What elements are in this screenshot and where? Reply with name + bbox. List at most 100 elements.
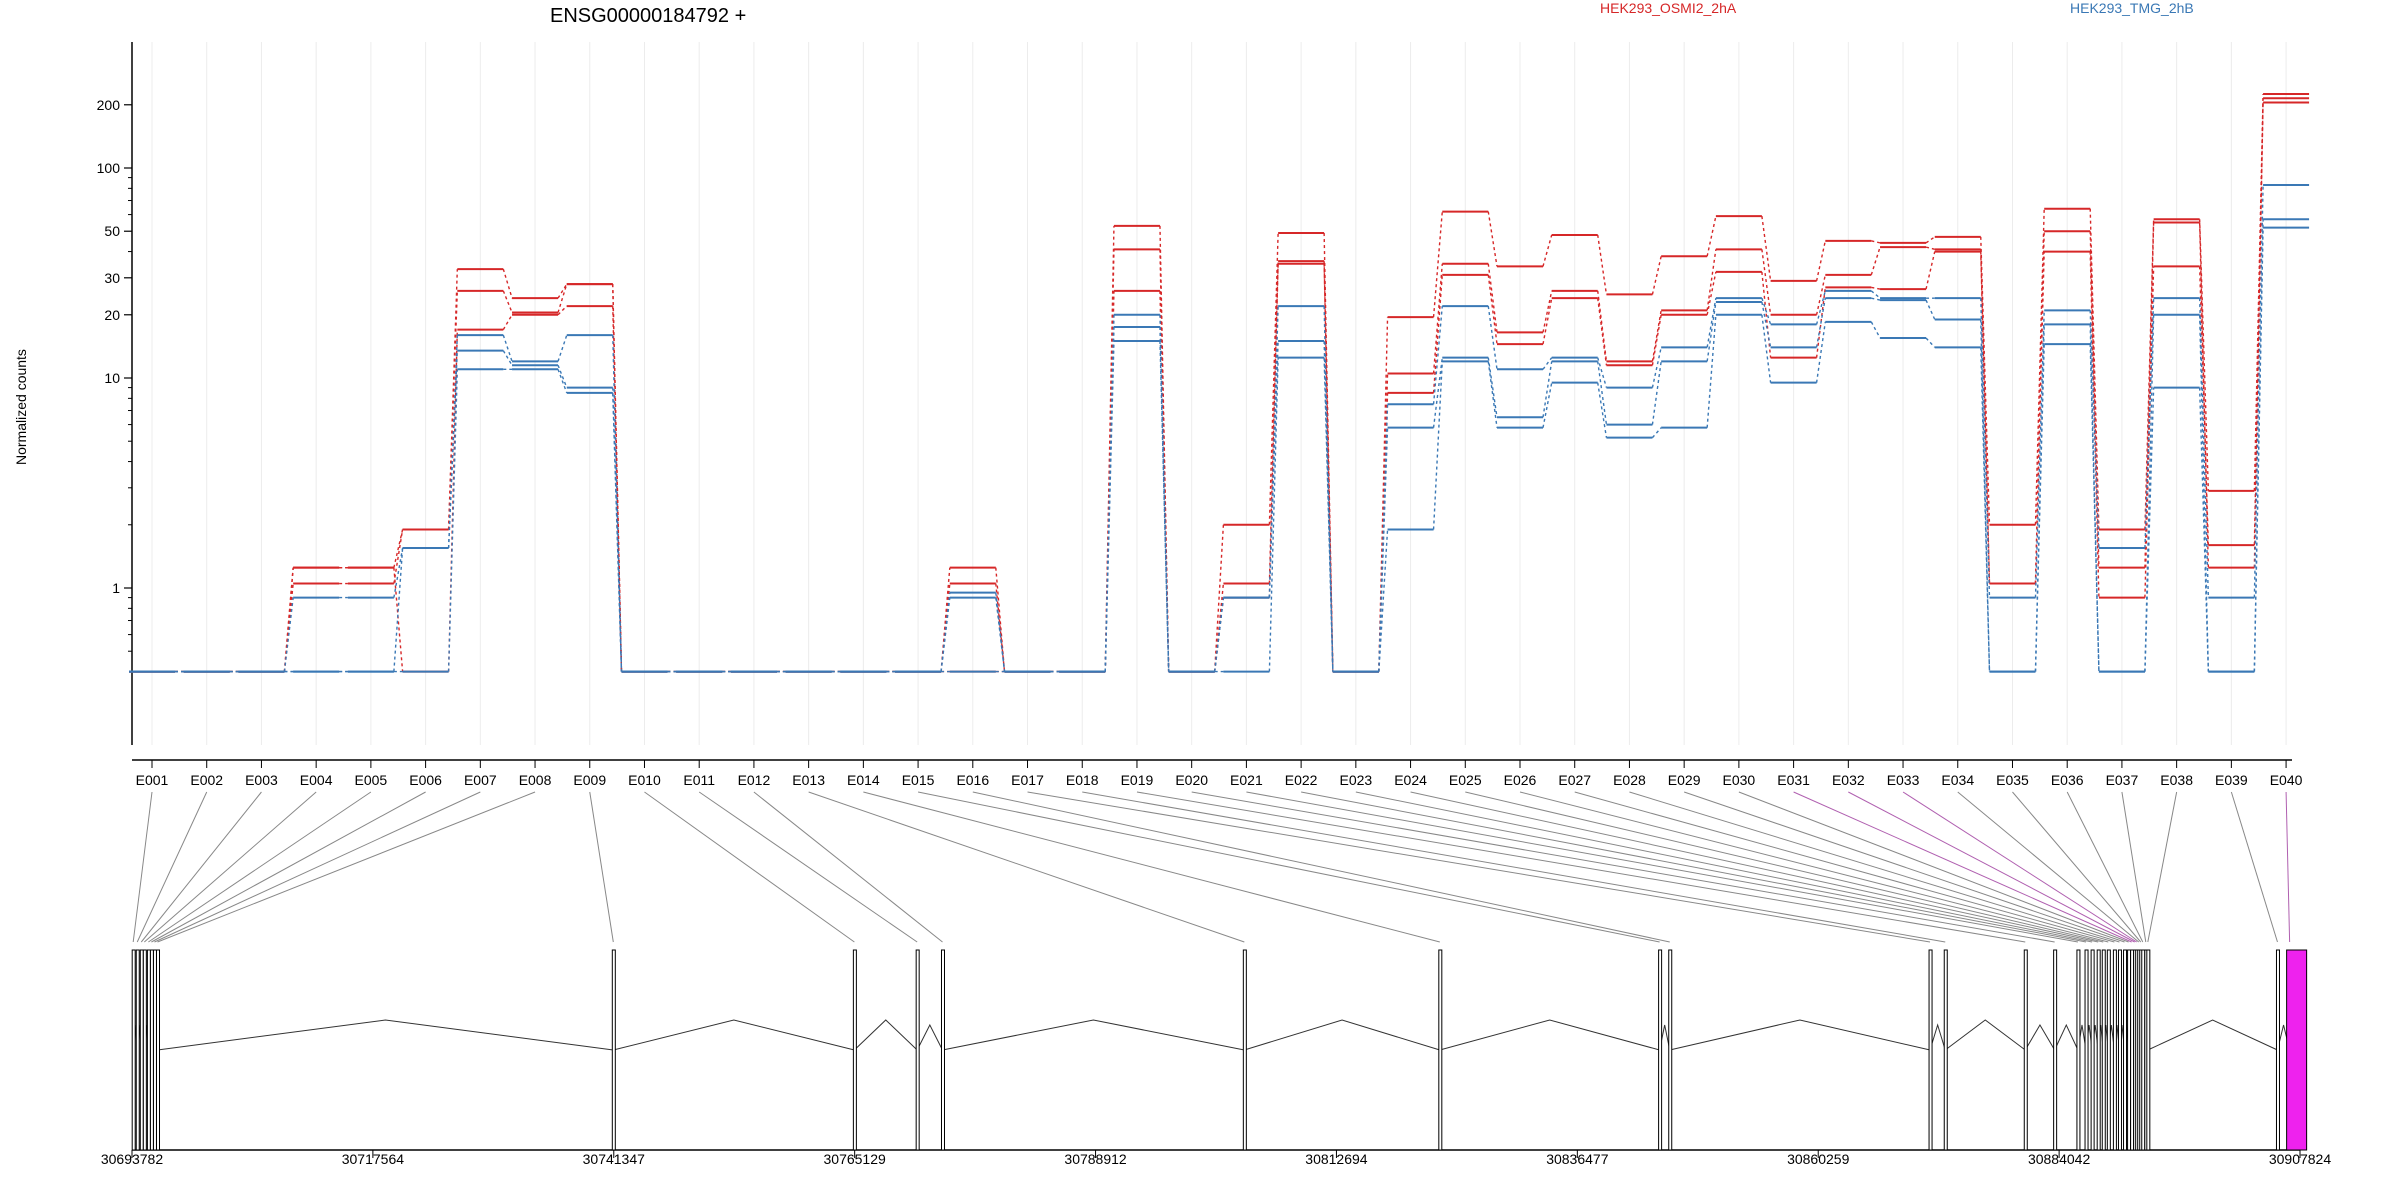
series-connector xyxy=(1323,306,1334,672)
x-tick-label-e040: E040 xyxy=(2270,772,2303,788)
x-tick-label-e012: E012 xyxy=(738,772,771,788)
series-connector xyxy=(1597,361,1608,425)
series-connector xyxy=(1980,319,1991,672)
series-connector xyxy=(1761,249,1772,315)
series-connector xyxy=(1815,321,1827,383)
series-connector xyxy=(1597,290,1608,362)
series-connector xyxy=(1870,290,1881,299)
exon-box-e038 xyxy=(2146,949,2151,1151)
connector-e029 xyxy=(1683,791,2125,943)
series-connector xyxy=(1268,357,1279,672)
connector-e017 xyxy=(1027,791,1931,943)
series-connector xyxy=(393,547,404,672)
series-connector xyxy=(1487,361,1498,428)
x-tick-label-e029: E029 xyxy=(1668,772,1701,788)
series-connector xyxy=(1597,234,1608,295)
series-connector xyxy=(1761,314,1772,383)
series-connector xyxy=(557,364,568,388)
x-tick-label-e008: E008 xyxy=(519,772,552,788)
series-connector xyxy=(502,350,513,366)
series-connector xyxy=(1159,341,1170,672)
intron-chevron xyxy=(2024,1024,2056,1051)
series-connector xyxy=(995,583,1006,672)
series-connector xyxy=(1815,240,1827,282)
x-tick-label-e013: E013 xyxy=(792,772,825,788)
connector-e039 xyxy=(2230,791,2278,943)
connector-e016 xyxy=(972,791,1670,943)
y-tick-label: 1 xyxy=(112,580,120,596)
exon-box-e009 xyxy=(611,949,616,1151)
connector-e004 xyxy=(144,791,317,943)
x-tick-label-e026: E026 xyxy=(1504,772,1537,788)
series-connector xyxy=(1980,298,1991,598)
coordinate-label-5: 30812694 xyxy=(1305,1151,1368,1167)
connector-e027 xyxy=(1574,791,2115,943)
series-connector xyxy=(447,329,459,672)
x-tick-label-e006: E006 xyxy=(409,772,442,788)
intron-chevron xyxy=(916,1023,943,1051)
connector-e036 xyxy=(2066,791,2144,943)
x-tick-label-e016: E016 xyxy=(956,772,989,788)
series-connector xyxy=(1651,256,1662,295)
x-tick-label-e028: E028 xyxy=(1613,772,1646,788)
exon-box-e012 xyxy=(940,949,945,1151)
connector-e026 xyxy=(1519,791,2109,943)
exon-box-e002 xyxy=(135,949,140,1151)
exon-box-e023 xyxy=(2090,949,2095,1151)
connector-e008 xyxy=(157,791,536,943)
series-connector xyxy=(1323,357,1334,672)
series-connector xyxy=(1980,347,1991,672)
series-connector xyxy=(447,350,459,549)
connector-e040 xyxy=(2285,791,2291,943)
series-connector xyxy=(1542,234,1553,267)
series-connector xyxy=(1432,306,1443,405)
connector-e020 xyxy=(1191,791,2055,943)
series-connector xyxy=(557,369,568,394)
series-connector xyxy=(502,314,513,330)
connector-e002 xyxy=(136,791,208,943)
y-tick-label: 200 xyxy=(97,97,121,113)
exon-box-e001 xyxy=(131,949,136,1151)
coordinate-label-2: 30741347 xyxy=(583,1151,646,1167)
x-tick-label-e003: E003 xyxy=(245,772,278,788)
series-connector xyxy=(1870,321,1881,339)
exon-box-e020 xyxy=(2053,949,2058,1151)
series-connector xyxy=(1268,233,1279,525)
x-tick-label-e004: E004 xyxy=(300,772,333,788)
connector-e001 xyxy=(132,791,153,943)
connector-e022 xyxy=(1301,791,2087,943)
series-connector xyxy=(2034,344,2045,672)
x-tick-label-e025: E025 xyxy=(1449,772,1482,788)
series-connector xyxy=(1104,341,1115,672)
connector-e030 xyxy=(1738,791,2129,943)
series-connector xyxy=(2089,324,2100,672)
x-tick-label-e023: E023 xyxy=(1339,772,1372,788)
intron-chevron xyxy=(942,1019,1245,1051)
intron-chevron xyxy=(2147,1019,2278,1051)
exon-box-e014 xyxy=(1438,949,1443,1151)
exon-box-e028 xyxy=(2117,949,2122,1151)
x-tick-label-e021: E021 xyxy=(1230,772,1263,788)
connector-e013 xyxy=(808,791,1245,943)
connector-e007 xyxy=(154,791,481,943)
exon-box-e008 xyxy=(156,949,161,1151)
series-connector xyxy=(502,290,513,313)
x-tick-label-e031: E031 xyxy=(1777,772,1810,788)
series-connector xyxy=(1378,427,1389,672)
connector-e015 xyxy=(917,791,1660,943)
coordinate-label-4: 30788912 xyxy=(1064,1151,1127,1167)
series-connector xyxy=(940,567,951,672)
series-connector xyxy=(1542,357,1553,370)
series-connector xyxy=(2034,251,2045,584)
connector-e035 xyxy=(2012,791,2142,943)
series-connector xyxy=(1651,427,1662,439)
series-connector xyxy=(2144,387,2155,672)
x-tick-label-e036: E036 xyxy=(2051,772,2084,788)
x-tick-label-e039: E039 xyxy=(2215,772,2248,788)
x-tick-label-e018: E018 xyxy=(1066,772,1099,788)
x-tick-label-e009: E009 xyxy=(573,772,606,788)
legend-entry-osmi2: HEK293_OSMI2_2hA xyxy=(1600,0,1737,16)
x-tick-label-e002: E002 xyxy=(190,772,223,788)
series-connector xyxy=(1213,524,1225,672)
